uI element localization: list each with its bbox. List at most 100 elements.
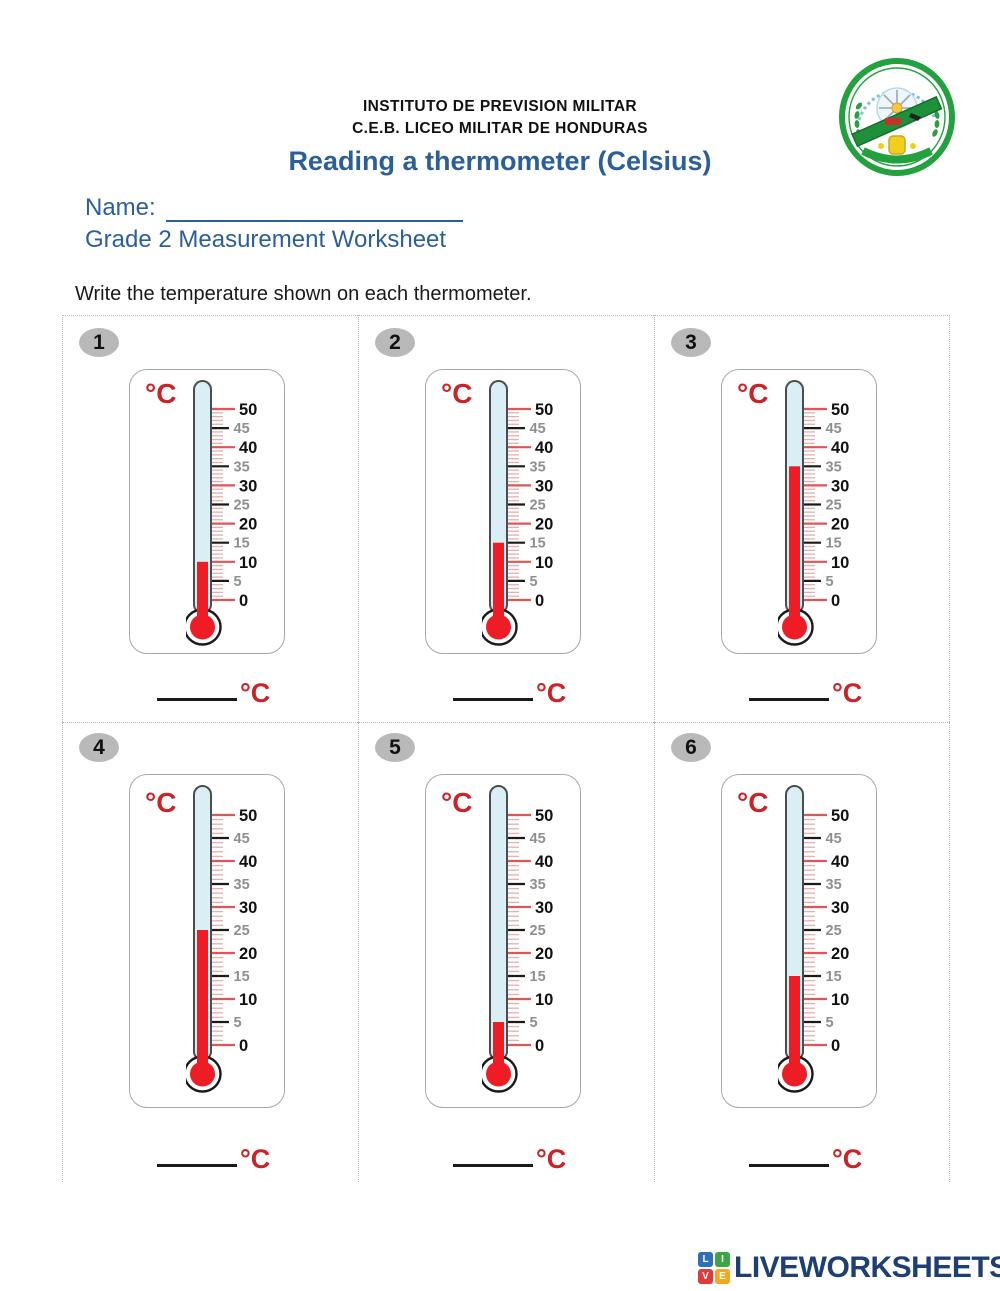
major-tick-label: 0 (239, 592, 248, 610)
major-tick-label: 40 (239, 853, 257, 871)
problem-cell-5: 5 °C 0 5 10 15 20 25 30 35 40 45 50 °C (358, 722, 654, 1182)
major-tick-label: 50 (239, 807, 257, 825)
major-tick-label: 0 (831, 1037, 840, 1055)
mid-tick-label: 35 (234, 459, 250, 475)
institution-name-line1: INSTITUTO DE PREVISION MILITAR (362, 98, 638, 115)
problem-number-badge: 6 (671, 733, 711, 762)
problem-number-badge: 3 (671, 328, 711, 357)
thermometer-card: °C 0 5 10 15 20 25 30 35 40 45 50 (721, 774, 877, 1108)
answer-unit-label: °C (832, 678, 863, 708)
answer-blank-line[interactable] (157, 1140, 237, 1167)
crest-shield (888, 135, 906, 155)
answer-blank-line[interactable] (157, 674, 237, 701)
major-tick-label: 20 (535, 516, 553, 534)
mid-tick-label: 15 (826, 536, 842, 552)
major-tick-label: 10 (239, 991, 257, 1009)
problem-cell-2: 2 °C 0 5 10 15 20 25 30 35 40 45 50 °C (358, 315, 654, 722)
major-tick-label: 20 (535, 945, 553, 963)
major-tick-label: 40 (535, 439, 553, 457)
crest-banner (861, 147, 933, 164)
major-tick-label: 10 (831, 991, 849, 1009)
major-tick-label: 20 (831, 516, 849, 534)
celsius-scale-label: °C (737, 787, 769, 818)
name-label: Name: (85, 194, 156, 221)
mid-tick-label: 15 (530, 536, 546, 552)
thermometer-graphic: 0 5 10 15 20 25 30 35 40 45 50 (778, 785, 849, 1093)
mid-tick-label: 5 (234, 1015, 242, 1031)
mid-tick-label: 15 (826, 969, 842, 985)
major-tick-label: 30 (239, 477, 257, 495)
major-tick-label: 10 (535, 991, 553, 1009)
major-tick-label: 50 (831, 401, 849, 419)
mid-tick-label: 45 (826, 831, 842, 847)
major-tick-label: 0 (831, 592, 840, 610)
major-tick-label: 30 (535, 899, 553, 917)
major-tick-label: 0 (535, 1037, 544, 1055)
thermometer-card: °C 0 5 10 15 20 25 30 35 40 45 50 (129, 774, 285, 1108)
logo-square-e: E (715, 1269, 730, 1284)
thermometer-card: °C 0 5 10 15 20 25 30 35 40 45 50 (425, 774, 581, 1108)
problem-cell-3: 3 °C 0 5 10 15 20 25 30 35 40 45 50 °C (654, 315, 950, 722)
mid-tick-label: 35 (530, 877, 546, 893)
mercury-bulb (190, 614, 215, 640)
major-tick-label: 0 (535, 592, 544, 610)
name-row: Name: (85, 194, 463, 222)
celsius-scale-label: °C (145, 378, 177, 409)
crest-cannon (909, 113, 921, 121)
mercury-bulb (486, 1061, 511, 1087)
major-tick-label: 30 (831, 899, 849, 917)
major-tick-label: 40 (831, 439, 849, 457)
celsius-scale-label: °C (441, 378, 473, 409)
answer-blank-line[interactable] (453, 1140, 533, 1167)
answer-unit-label: °C (240, 1144, 271, 1174)
answer-row: °C (749, 674, 863, 708)
mid-tick-label: 25 (826, 498, 842, 514)
crest-red-mark (885, 118, 901, 125)
mercury-bulb (486, 614, 511, 640)
answer-row: °C (749, 1140, 863, 1174)
answer-unit-label: °C (240, 678, 271, 708)
institution-name-line2: C.E.B. LICEO MILITAR DE HONDURAS (352, 120, 648, 137)
major-tick-label: 10 (535, 554, 553, 572)
mid-tick-label: 45 (234, 421, 250, 437)
problem-number-badge: 2 (375, 328, 415, 357)
mercury-column (197, 561, 208, 627)
mercury-column (789, 976, 800, 1074)
thermometer-graphic: 0 5 10 15 20 25 30 35 40 45 50 (186, 785, 257, 1093)
mid-tick-label: 15 (234, 969, 250, 985)
major-tick-label: 20 (831, 945, 849, 963)
answer-row: °C (157, 1140, 271, 1174)
major-tick-label: 20 (239, 516, 257, 534)
mid-tick-label: 5 (234, 574, 242, 590)
brand-wordmark: LIVEWORKSHEETS (734, 1251, 1000, 1284)
page-title: Reading a thermometer (Celsius) (288, 146, 712, 176)
thermometer-graphic: 0 5 10 15 20 25 30 35 40 45 50 (482, 380, 553, 646)
mid-tick-label: 45 (826, 421, 842, 437)
name-blank-line[interactable] (165, 196, 463, 222)
thermometer-graphic: 0 5 10 15 20 25 30 35 40 45 50 (778, 380, 849, 646)
grade-subtitle: Grade 2 Measurement Worksheet (85, 226, 447, 253)
mid-tick-label: 25 (530, 923, 546, 939)
mid-tick-label: 15 (530, 969, 546, 985)
celsius-scale-label: °C (145, 787, 177, 818)
mid-tick-label: 5 (826, 1015, 834, 1031)
major-tick-label: 40 (239, 439, 257, 457)
major-tick-label: 50 (535, 807, 553, 825)
major-tick-label: 0 (239, 1037, 248, 1055)
answer-blank-line[interactable] (749, 674, 829, 701)
mercury-bulb (782, 614, 807, 640)
logo-square-v: V (698, 1269, 713, 1284)
problem-number-badge: 5 (375, 733, 415, 762)
mercury-column (197, 930, 208, 1074)
answer-blank-line[interactable] (749, 1140, 829, 1167)
mid-tick-label: 45 (530, 421, 546, 437)
problems-grid: 1 °C 0 5 10 15 20 25 30 35 40 45 50 °C 2 °C 0 5 10 15… (62, 315, 950, 1182)
major-tick-label: 20 (239, 945, 257, 963)
mercury-column (789, 466, 800, 627)
major-tick-label: 50 (831, 807, 849, 825)
answer-unit-label: °C (832, 1144, 863, 1174)
major-tick-label: 40 (831, 853, 849, 871)
mercury-bulb (782, 1061, 807, 1087)
mid-tick-label: 25 (234, 923, 250, 939)
answer-blank-line[interactable] (453, 674, 533, 701)
